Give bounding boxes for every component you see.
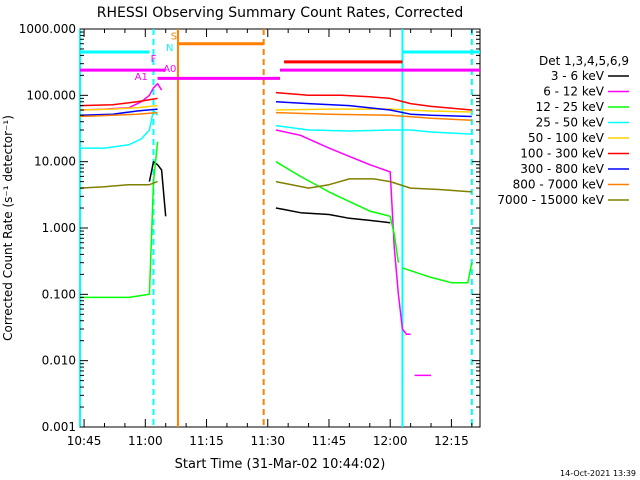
plot-frame [79, 28, 481, 428]
footer-timestamp: 14-Oct-2021 13:39 [560, 469, 636, 478]
series-2-segment-2 [402, 262, 473, 284]
series-3-segment-1 [275, 124, 472, 135]
legend-label-4: 50 - 100 keV [528, 131, 605, 145]
legend-label-8: 7000 - 15000 keV [497, 193, 604, 207]
x-tick-label: 11:15 [189, 434, 224, 448]
series-8-segment-0 [79, 180, 158, 189]
x-tick-label: 11:30 [250, 434, 285, 448]
x-tick-label: 11:45 [312, 434, 347, 448]
legend-label-2: 12 - 25 keV [536, 100, 605, 114]
series-1-segment-2 [401, 328, 411, 336]
series-1-segment-1 [275, 129, 404, 330]
series-lines [79, 82, 473, 377]
legend-label-1: 6 - 12 keV [543, 85, 605, 99]
series-6-segment-1 [275, 101, 472, 118]
y-axis-label: Corrected Count Rate (s⁻¹ detector⁻¹) [1, 115, 15, 341]
series-0-segment-1 [275, 207, 391, 224]
legend-title: Det 1,3,4,5,6,9 [539, 54, 629, 68]
series-8-segment-1 [275, 178, 472, 193]
y-tick-label: 10.000 [34, 155, 76, 169]
y-tick-label: 0.001 [42, 420, 76, 434]
series-6-segment-0 [79, 108, 158, 117]
flag-label-n: N [166, 43, 173, 54]
legend-label-7: 800 - 7000 keV [513, 178, 605, 192]
series-0-segment-0 [148, 160, 167, 217]
series-7-segment-1 [275, 111, 472, 122]
x-tick-label: 10:45 [67, 434, 102, 448]
flag-label-a0: A0 [163, 64, 176, 75]
flag-labels: SNF A0 A1 [135, 31, 177, 83]
y-tick-label: 100.000 [26, 88, 76, 102]
flag-bars [80, 42, 480, 80]
series-2-segment-0 [80, 141, 159, 299]
series-4-segment-1 [275, 108, 472, 113]
x-tick-label: 11:00 [128, 434, 163, 448]
flag-label-s: S [171, 31, 177, 42]
legend-label-5: 100 - 300 keV [520, 147, 604, 161]
axes: 0.001 0.010 0.100 1.000 10.000 100.000 1000.00… [19, 22, 480, 448]
flag-label-f: F [151, 54, 157, 65]
series-4-segment-0 [79, 104, 158, 111]
legend-label-0: 3 - 6 keV [551, 69, 605, 83]
series-2-segment-1 [275, 161, 400, 263]
flag-label-a1: A1 [135, 72, 148, 83]
chart-title: RHESSI Observing Summary Count Rates, Co… [97, 5, 463, 21]
legend-label-6: 300 - 800 keV [520, 162, 604, 176]
y-tick-label: 0.100 [42, 287, 76, 301]
vertical-lines [79, 29, 473, 427]
y-tick-label: 1000.000 [19, 22, 76, 36]
series-7-segment-0 [79, 111, 158, 118]
series-5-segment-1 [275, 91, 472, 111]
y-tick-label: 0.010 [42, 354, 76, 368]
y-tick-label: 1.000 [42, 221, 76, 235]
x-axis-label: Start Time (31-Mar-02 10:44:02) [175, 457, 386, 472]
x-tick-label: 12:15 [434, 434, 469, 448]
x-tick-label: 12:00 [373, 434, 408, 448]
legend-label-3: 25 - 50 keV [536, 116, 605, 130]
series-5-segment-0 [79, 97, 158, 107]
